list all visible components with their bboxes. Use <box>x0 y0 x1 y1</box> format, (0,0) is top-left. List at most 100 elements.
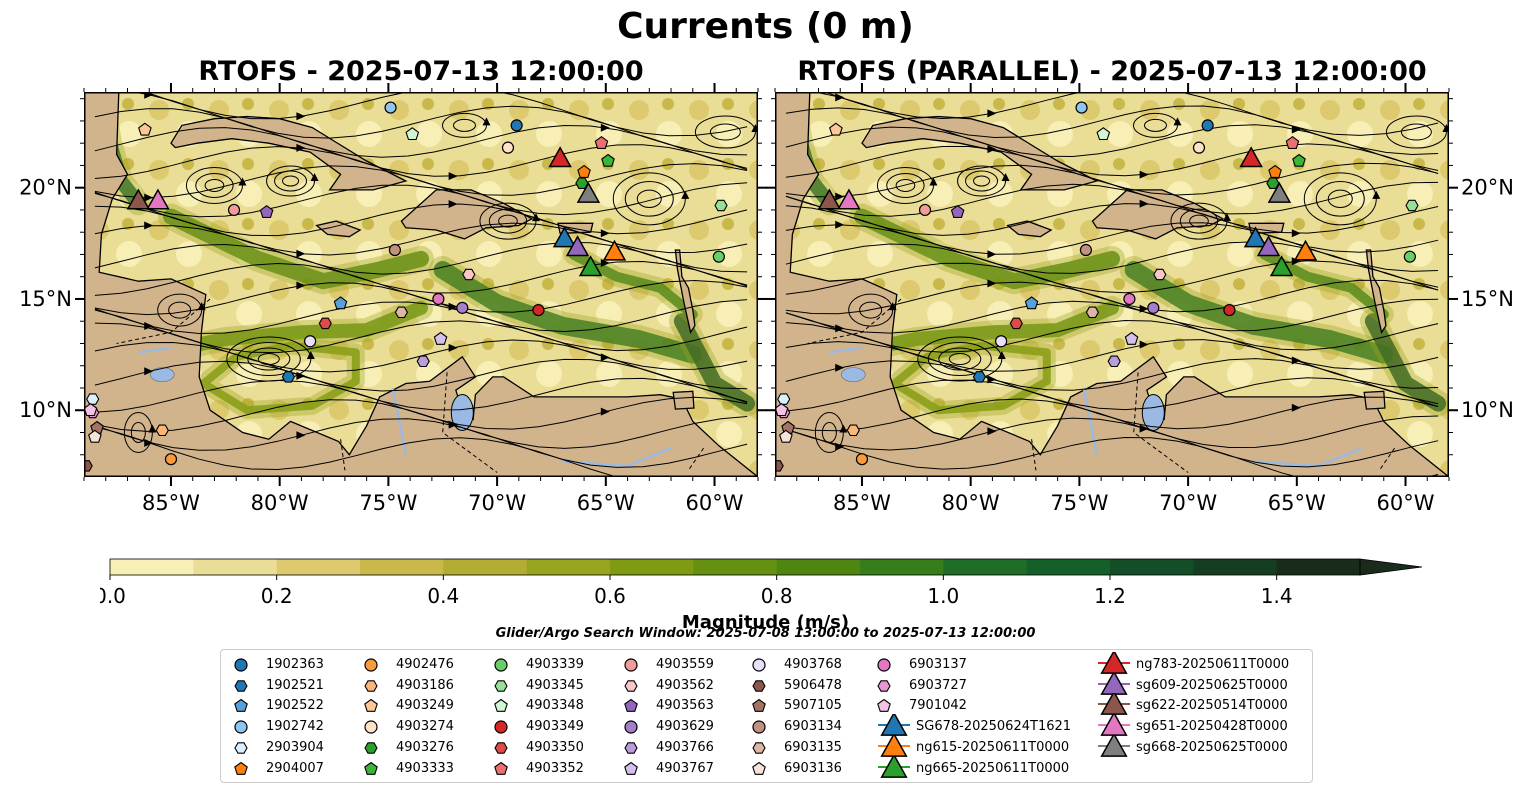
marker-4903350 <box>1009 317 1023 330</box>
lon-tick-label: 65°W <box>1268 491 1326 515</box>
legend-label: SG678-20250624T1621 <box>916 719 1072 735</box>
legend-label: ng665-20250611T0000 <box>916 760 1070 776</box>
marker-6903136 <box>88 429 102 443</box>
platform-markers <box>84 101 728 472</box>
lon-tick-label: 65°W <box>577 491 635 515</box>
marker-6903134 <box>1079 243 1093 257</box>
legend-label: 4903276 <box>396 739 454 755</box>
marker-4903767 <box>1124 331 1139 345</box>
marker-4902476 <box>855 453 869 466</box>
marker-6903137 <box>432 292 445 306</box>
lon-tick-label: 80°W <box>251 491 309 515</box>
marker-2904007 <box>1268 164 1282 178</box>
legend-marker-circle <box>752 720 766 734</box>
legend-marker-hexagon <box>494 679 508 692</box>
lat-tick-label: 20°N <box>1461 176 1514 200</box>
panel-title-rtofs-parallel: RTOFS (PARALLEL) - 2025-07-13 12:00:00 <box>797 56 1427 87</box>
legend-label: 4903345 <box>526 677 584 693</box>
colorbar-label: Magnitude (m/s) <box>681 612 850 633</box>
landmass-jamaica <box>315 220 362 238</box>
marker-2903904 <box>777 393 791 405</box>
legend-label: 4903350 <box>526 739 584 755</box>
marker-4903767 <box>433 331 448 345</box>
legend-label: 6903135 <box>784 739 842 755</box>
marker-4903766 <box>1107 355 1121 368</box>
legend-marker-pentagon <box>494 761 508 775</box>
colorbar-tick-label: 0.0 <box>100 584 126 608</box>
marker-ng665-20250611T0000 <box>578 255 603 277</box>
marker-1902363 <box>510 119 523 132</box>
lake-nicaragua <box>149 367 175 382</box>
marker-ng783-20250611T0000 <box>548 146 572 168</box>
colorbar-bin <box>610 559 694 575</box>
colorbar-tick-label: 1.2 <box>1094 584 1126 608</box>
marker-4903339 <box>1403 250 1416 263</box>
legend-marker-pentagon <box>494 699 508 713</box>
legend-label: 4903186 <box>396 677 454 693</box>
marker-4903562 <box>462 268 476 281</box>
marker-SG678-20250624T1621 <box>1243 226 1268 248</box>
legend-label: 5906478 <box>784 677 842 693</box>
lat-tick-label: 15°N <box>19 287 72 311</box>
marker-sg622-20250514T0000 <box>817 188 842 210</box>
landmass-cuba <box>861 115 1099 191</box>
legend-marker-pentagon <box>364 699 378 713</box>
landmass-hispaniola <box>400 189 534 240</box>
marker-4903274 <box>1192 141 1206 154</box>
lon-tick-label: 85°W <box>142 491 200 515</box>
legend-label: 4903766 <box>656 739 714 755</box>
legend-label: 1902521 <box>266 677 324 693</box>
legend-marker-pentagon <box>877 699 891 713</box>
legend-label: 6903137 <box>909 657 967 672</box>
legend-marker-hexagon <box>234 679 248 692</box>
colorbar-tick-label: 0.6 <box>594 584 626 608</box>
country-borders <box>116 298 705 473</box>
legend-label: sg668-20250625T0000 <box>1136 739 1288 755</box>
streamlines <box>785 92 1447 477</box>
marker-4903186 <box>846 424 860 437</box>
legend-marker-triangle <box>1100 734 1128 757</box>
marker-6903135 <box>394 306 409 319</box>
legend-label: 4903333 <box>396 760 454 776</box>
landmass-trinidad <box>1363 390 1386 410</box>
marker-2904007 <box>577 164 591 178</box>
legend-marker-circle <box>624 658 638 672</box>
marker-4903629 <box>456 301 469 314</box>
legend-marker-hexagon <box>364 742 378 754</box>
lon-tick-label: 70°W <box>468 491 526 515</box>
legend-label: sg622-20250514T0000 <box>1136 698 1288 714</box>
marker-4903350 <box>318 317 332 330</box>
marker-6903134 <box>388 243 402 257</box>
legend-marker-hexagon <box>364 679 378 692</box>
marker-5906478 <box>84 460 93 472</box>
marker-4903563 <box>950 205 965 218</box>
marker-4903333 <box>601 153 615 167</box>
colorbar-bin <box>193 559 278 575</box>
lon-tick-label: 75°W <box>1050 491 1108 515</box>
legend-marker-hexagon <box>752 679 766 692</box>
legend-marker-circle <box>494 658 508 672</box>
landmass-lesser-antilles <box>1365 249 1387 334</box>
legend-label: ng783-20250611T0000 <box>1136 657 1290 672</box>
legend-label: 4903348 <box>526 698 584 714</box>
marker-1902363 <box>1201 119 1214 132</box>
colorbar-bin <box>443 559 528 575</box>
marker-ng783-20250611T0000 <box>1239 146 1263 168</box>
colorbar-tick-label: 1.4 <box>1261 584 1293 608</box>
map-panel-rtofs[interactable] <box>84 92 758 477</box>
marker-4903349 <box>1223 303 1236 317</box>
legend-label: 4903563 <box>656 698 714 714</box>
colorbar-bin <box>110 559 194 575</box>
legend-marker-pentagon <box>624 761 638 775</box>
colorbar-bin <box>693 559 778 575</box>
legend-label: 4903562 <box>656 677 714 693</box>
colorbar-tick-label: 1.0 <box>927 584 959 608</box>
legend-marker-circle <box>624 720 638 734</box>
legend-marker-hexagon <box>624 679 638 692</box>
colorbar-extend-arrow <box>1359 558 1423 576</box>
map-panel-rtofs-parallel[interactable] <box>775 92 1449 477</box>
marker-6903135 <box>1085 306 1100 319</box>
colorbar-bin <box>1193 559 1278 575</box>
marker-4903766 <box>416 355 430 368</box>
marker-ng665-20250611T0000 <box>1269 255 1294 277</box>
